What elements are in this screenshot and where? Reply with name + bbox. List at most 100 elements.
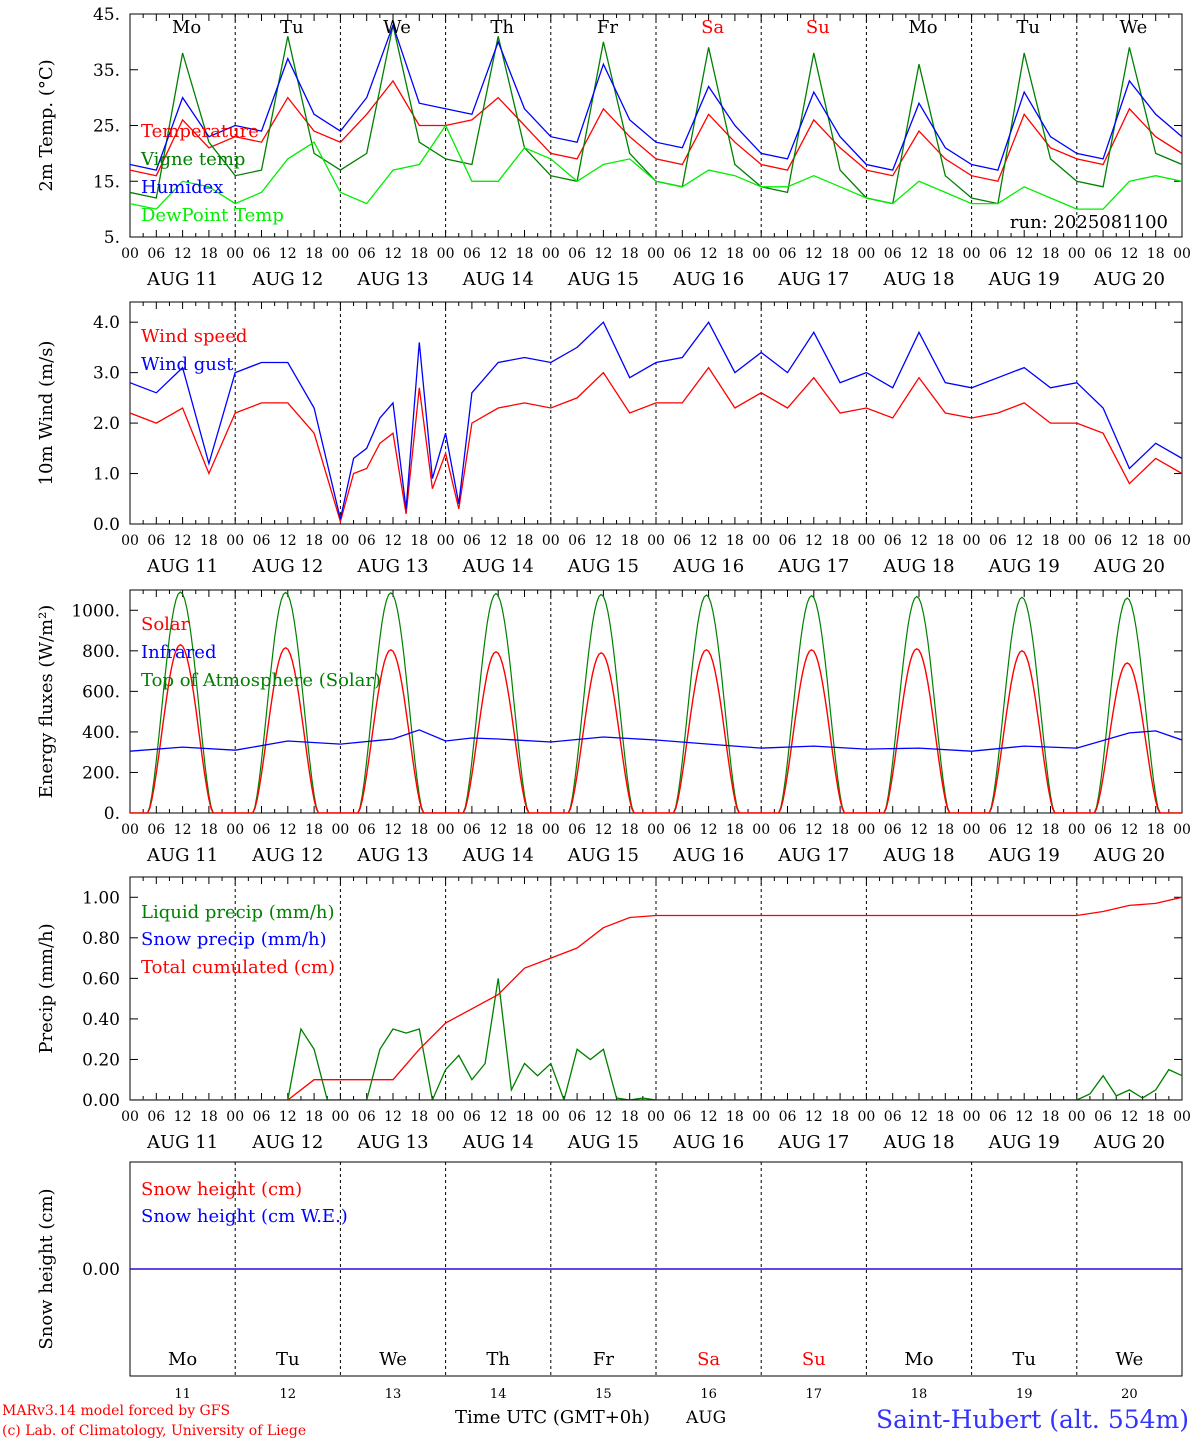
hour-tick-label: 12	[174, 822, 192, 838]
hour-tick-label: 00	[542, 822, 560, 838]
hour-tick-label: 06	[358, 1109, 376, 1125]
hour-tick-label: 12	[384, 533, 402, 549]
y-tick-label: 400.	[82, 723, 120, 743]
hour-tick-label: 18	[726, 246, 744, 262]
hour-tick-label: 06	[147, 533, 165, 549]
hour-tick-label: 00	[647, 822, 665, 838]
hour-tick-label: 12	[384, 822, 402, 838]
hour-tick-label: 06	[568, 822, 586, 838]
hour-tick-label: 00	[437, 533, 455, 549]
y-tick-label: 1.0	[93, 465, 120, 485]
hour-tick-label: 12	[1120, 533, 1138, 549]
hour-tick-label: 18	[410, 1109, 428, 1125]
y-tick-label: 35.	[93, 61, 120, 81]
hour-tick-label: 00	[1068, 533, 1086, 549]
date-label: AUG 13	[356, 269, 428, 290]
hour-tick-label: 18	[726, 822, 744, 838]
date-label: AUG 13	[356, 1132, 428, 1153]
hour-tick-label: 12	[279, 822, 297, 838]
hour-tick-label: 00	[752, 246, 770, 262]
hour-tick-label: 06	[779, 246, 797, 262]
hour-tick-label: 00	[963, 1109, 981, 1125]
hour-tick-label: 18	[305, 246, 323, 262]
infrared-line	[130, 729, 1182, 752]
hour-tick-label: 18	[726, 1109, 744, 1125]
y-tick-label: 45.	[93, 5, 120, 25]
date-label: AUG 16	[672, 845, 744, 866]
hour-tick-label: 12	[1015, 246, 1033, 262]
date-label: AUG 13	[356, 556, 428, 577]
date-label: AUG 20	[1093, 269, 1165, 290]
y-tick-label: 0.00	[82, 1260, 120, 1280]
hour-tick-label: 18	[831, 246, 849, 262]
hour-tick-label: 06	[1094, 822, 1112, 838]
date-label: AUG 18	[882, 269, 954, 290]
panels: 5. 15. 25. 35. 45. 2m Temp. (°C) Temperature Vi…	[36, 5, 1191, 1402]
x-axis-month: AUG	[685, 1408, 726, 1428]
hour-tick-label: 12	[384, 246, 402, 262]
hour-tick-label: 06	[884, 246, 902, 262]
date-label: AUG 17	[777, 845, 849, 866]
hour-tick-label: 06	[989, 822, 1007, 838]
day-number: 12	[280, 1387, 297, 1402]
y-tick-label: 0.00	[82, 1091, 120, 1111]
date-label: AUG 16	[672, 556, 744, 577]
date-label: AUG 17	[777, 269, 849, 290]
hour-tick-label: 18	[831, 533, 849, 549]
legend-dewpoint-temp: DewPoint Temp	[141, 205, 284, 226]
hour-tick-label: 00	[857, 1109, 875, 1125]
date-label: AUG 12	[251, 269, 323, 290]
date-label: AUG 12	[251, 1132, 323, 1153]
hour-tick-label: 18	[516, 246, 534, 262]
hour-tick-label: 12	[174, 533, 192, 549]
hour-tick-label: 18	[200, 822, 218, 838]
hour-tick-label: 00	[857, 533, 875, 549]
hour-tick-label: 00	[331, 246, 349, 262]
hour-tick-label: 18	[305, 1109, 323, 1125]
hour-tick-label: 12	[700, 1109, 718, 1125]
hour-tick-label: 18	[936, 533, 954, 549]
y-tick-label: 200.	[82, 763, 120, 783]
day-number: 15	[595, 1387, 612, 1402]
legend-snow-height-cm-: Snow height (cm)	[141, 1179, 302, 1200]
hour-tick-label: 18	[936, 1109, 954, 1125]
hour-tick-label: 00	[226, 1109, 244, 1125]
hour-tick-label: 12	[489, 822, 507, 838]
y-tick-label: 1000.	[71, 601, 120, 621]
hour-tick-label: 06	[673, 246, 691, 262]
date-label: AUG 19	[988, 1132, 1060, 1153]
hour-tick-label: 12	[805, 246, 823, 262]
hour-tick-label: 00	[647, 246, 665, 262]
hour-tick-label: 18	[621, 533, 639, 549]
y-tick-label: 2.0	[93, 414, 120, 434]
hour-tick-label: 12	[1015, 1109, 1033, 1125]
hour-tick-label: 18	[621, 822, 639, 838]
date-label: AUG 19	[988, 845, 1060, 866]
hour-tick-label: 06	[1094, 1109, 1112, 1125]
hour-tick-label: 00	[542, 246, 560, 262]
humidex-line	[130, 23, 1182, 171]
hour-tick-label: 00	[963, 246, 981, 262]
date-label: AUG 20	[1093, 1132, 1165, 1153]
date-label: AUG 20	[1093, 556, 1165, 577]
hour-tick-label: 06	[989, 246, 1007, 262]
hour-tick-label: 06	[253, 533, 271, 549]
legend-top-of-atmosphere-solar-: Top of Atmosphere (Solar)	[141, 670, 381, 691]
hour-tick-label: 12	[910, 246, 928, 262]
y-tick-label: 0.0	[93, 515, 120, 535]
hour-tick-label: 12	[594, 822, 612, 838]
date-label: AUG 11	[146, 556, 218, 577]
hour-tick-label: 12	[594, 533, 612, 549]
hour-tick-label: 00	[121, 1109, 139, 1125]
hour-tick-label: 18	[726, 533, 744, 549]
hour-tick-label: 00	[121, 246, 139, 262]
hour-tick-label: 00	[437, 1109, 455, 1125]
hour-tick-label: 00	[857, 246, 875, 262]
wind-panel: 0.0 1.0 2.0 3.0 4.0 10m Wind (m/s) Wind speed W…	[36, 301, 1191, 577]
day-name-top: Th	[490, 17, 514, 38]
hour-tick-label: 06	[673, 1109, 691, 1125]
hour-tick-label: 12	[910, 822, 928, 838]
hour-tick-label: 06	[253, 1109, 271, 1125]
hour-tick-label: 12	[279, 246, 297, 262]
